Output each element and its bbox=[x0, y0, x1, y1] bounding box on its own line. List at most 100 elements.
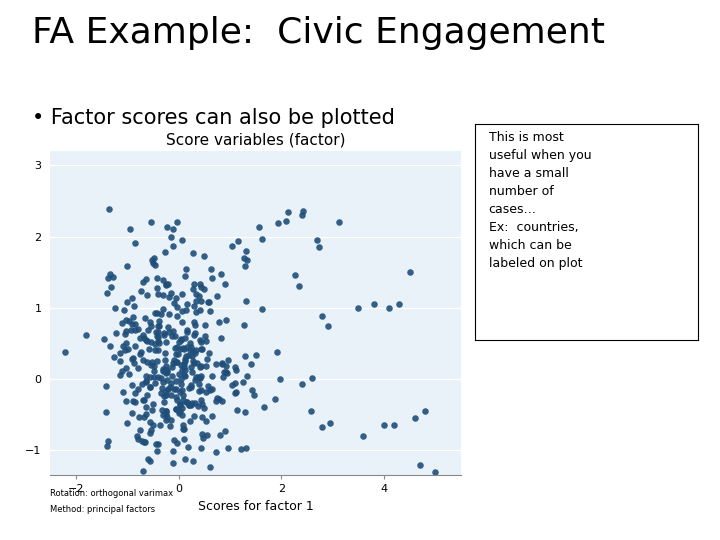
Point bbox=[178, 371, 189, 380]
Point bbox=[189, 331, 200, 340]
Point bbox=[429, 467, 441, 476]
Point bbox=[183, 384, 194, 393]
Point bbox=[204, 307, 215, 315]
Point bbox=[149, 308, 161, 317]
Point bbox=[148, 362, 160, 370]
Point bbox=[108, 353, 120, 362]
Point bbox=[140, 377, 152, 386]
Point bbox=[149, 340, 161, 349]
Point bbox=[246, 385, 258, 394]
Point bbox=[193, 380, 204, 388]
Point bbox=[175, 336, 186, 345]
Point bbox=[174, 400, 186, 408]
Point bbox=[199, 252, 210, 261]
Point bbox=[153, 440, 164, 448]
Point bbox=[229, 363, 240, 372]
Point bbox=[148, 366, 159, 375]
Point bbox=[141, 357, 153, 366]
Point bbox=[180, 306, 192, 315]
Point bbox=[193, 387, 204, 396]
X-axis label: Scores for factor 1: Scores for factor 1 bbox=[198, 500, 313, 513]
Point bbox=[217, 360, 228, 368]
Point bbox=[121, 297, 132, 306]
Point bbox=[120, 339, 132, 347]
Point bbox=[161, 387, 172, 396]
Point bbox=[185, 401, 197, 410]
Point bbox=[238, 254, 250, 262]
Point bbox=[189, 317, 200, 326]
Point bbox=[150, 440, 161, 448]
Point bbox=[176, 361, 187, 369]
Point bbox=[191, 346, 202, 354]
Point bbox=[144, 429, 156, 437]
Point bbox=[220, 427, 231, 435]
Point bbox=[216, 358, 228, 367]
Point bbox=[187, 249, 199, 258]
Point bbox=[158, 392, 170, 400]
Point bbox=[269, 395, 281, 404]
Point bbox=[167, 225, 179, 233]
Point bbox=[220, 315, 231, 324]
Point bbox=[183, 443, 194, 451]
Point bbox=[160, 407, 171, 416]
Point bbox=[145, 338, 157, 347]
Point bbox=[127, 320, 138, 328]
Point bbox=[174, 387, 186, 396]
Point bbox=[235, 444, 246, 453]
Point bbox=[149, 379, 161, 388]
Point bbox=[155, 421, 166, 429]
Point bbox=[289, 271, 300, 279]
Point bbox=[274, 375, 285, 383]
Point bbox=[161, 376, 172, 384]
Point bbox=[231, 406, 243, 414]
Point bbox=[114, 349, 125, 357]
Point bbox=[171, 439, 183, 448]
Point bbox=[157, 384, 168, 393]
Point bbox=[181, 300, 193, 308]
Point bbox=[176, 386, 188, 395]
Point bbox=[230, 379, 241, 388]
Point bbox=[240, 296, 251, 305]
Point bbox=[189, 321, 201, 329]
Point bbox=[189, 280, 200, 288]
Point bbox=[191, 372, 202, 381]
Point bbox=[166, 416, 177, 424]
Point bbox=[227, 381, 238, 390]
Point bbox=[166, 372, 178, 381]
Point bbox=[120, 346, 131, 354]
Point bbox=[368, 300, 379, 309]
Point bbox=[184, 400, 195, 409]
Point bbox=[211, 394, 222, 402]
Point bbox=[250, 350, 261, 359]
Point bbox=[170, 405, 181, 414]
Point bbox=[167, 359, 179, 368]
Point bbox=[163, 385, 174, 394]
Point bbox=[175, 380, 186, 388]
Point bbox=[170, 349, 181, 358]
Point bbox=[161, 366, 173, 374]
Point bbox=[307, 374, 318, 382]
Point bbox=[128, 358, 140, 367]
Point bbox=[192, 402, 204, 411]
Point bbox=[150, 261, 161, 269]
Point bbox=[210, 360, 222, 368]
Point bbox=[161, 367, 173, 376]
Point bbox=[144, 383, 156, 391]
Point bbox=[240, 372, 252, 381]
Point bbox=[256, 235, 267, 244]
Point bbox=[134, 426, 145, 434]
Point bbox=[194, 291, 205, 300]
Point bbox=[116, 367, 127, 375]
Point bbox=[219, 368, 230, 376]
Point bbox=[157, 378, 168, 387]
Point bbox=[117, 341, 129, 350]
Point bbox=[159, 348, 171, 357]
Point bbox=[153, 338, 165, 347]
Point bbox=[161, 369, 172, 377]
Point bbox=[316, 312, 328, 320]
Point bbox=[200, 337, 212, 346]
Point bbox=[207, 273, 218, 282]
Point bbox=[220, 361, 232, 370]
Point bbox=[203, 298, 215, 307]
Point bbox=[151, 309, 163, 318]
